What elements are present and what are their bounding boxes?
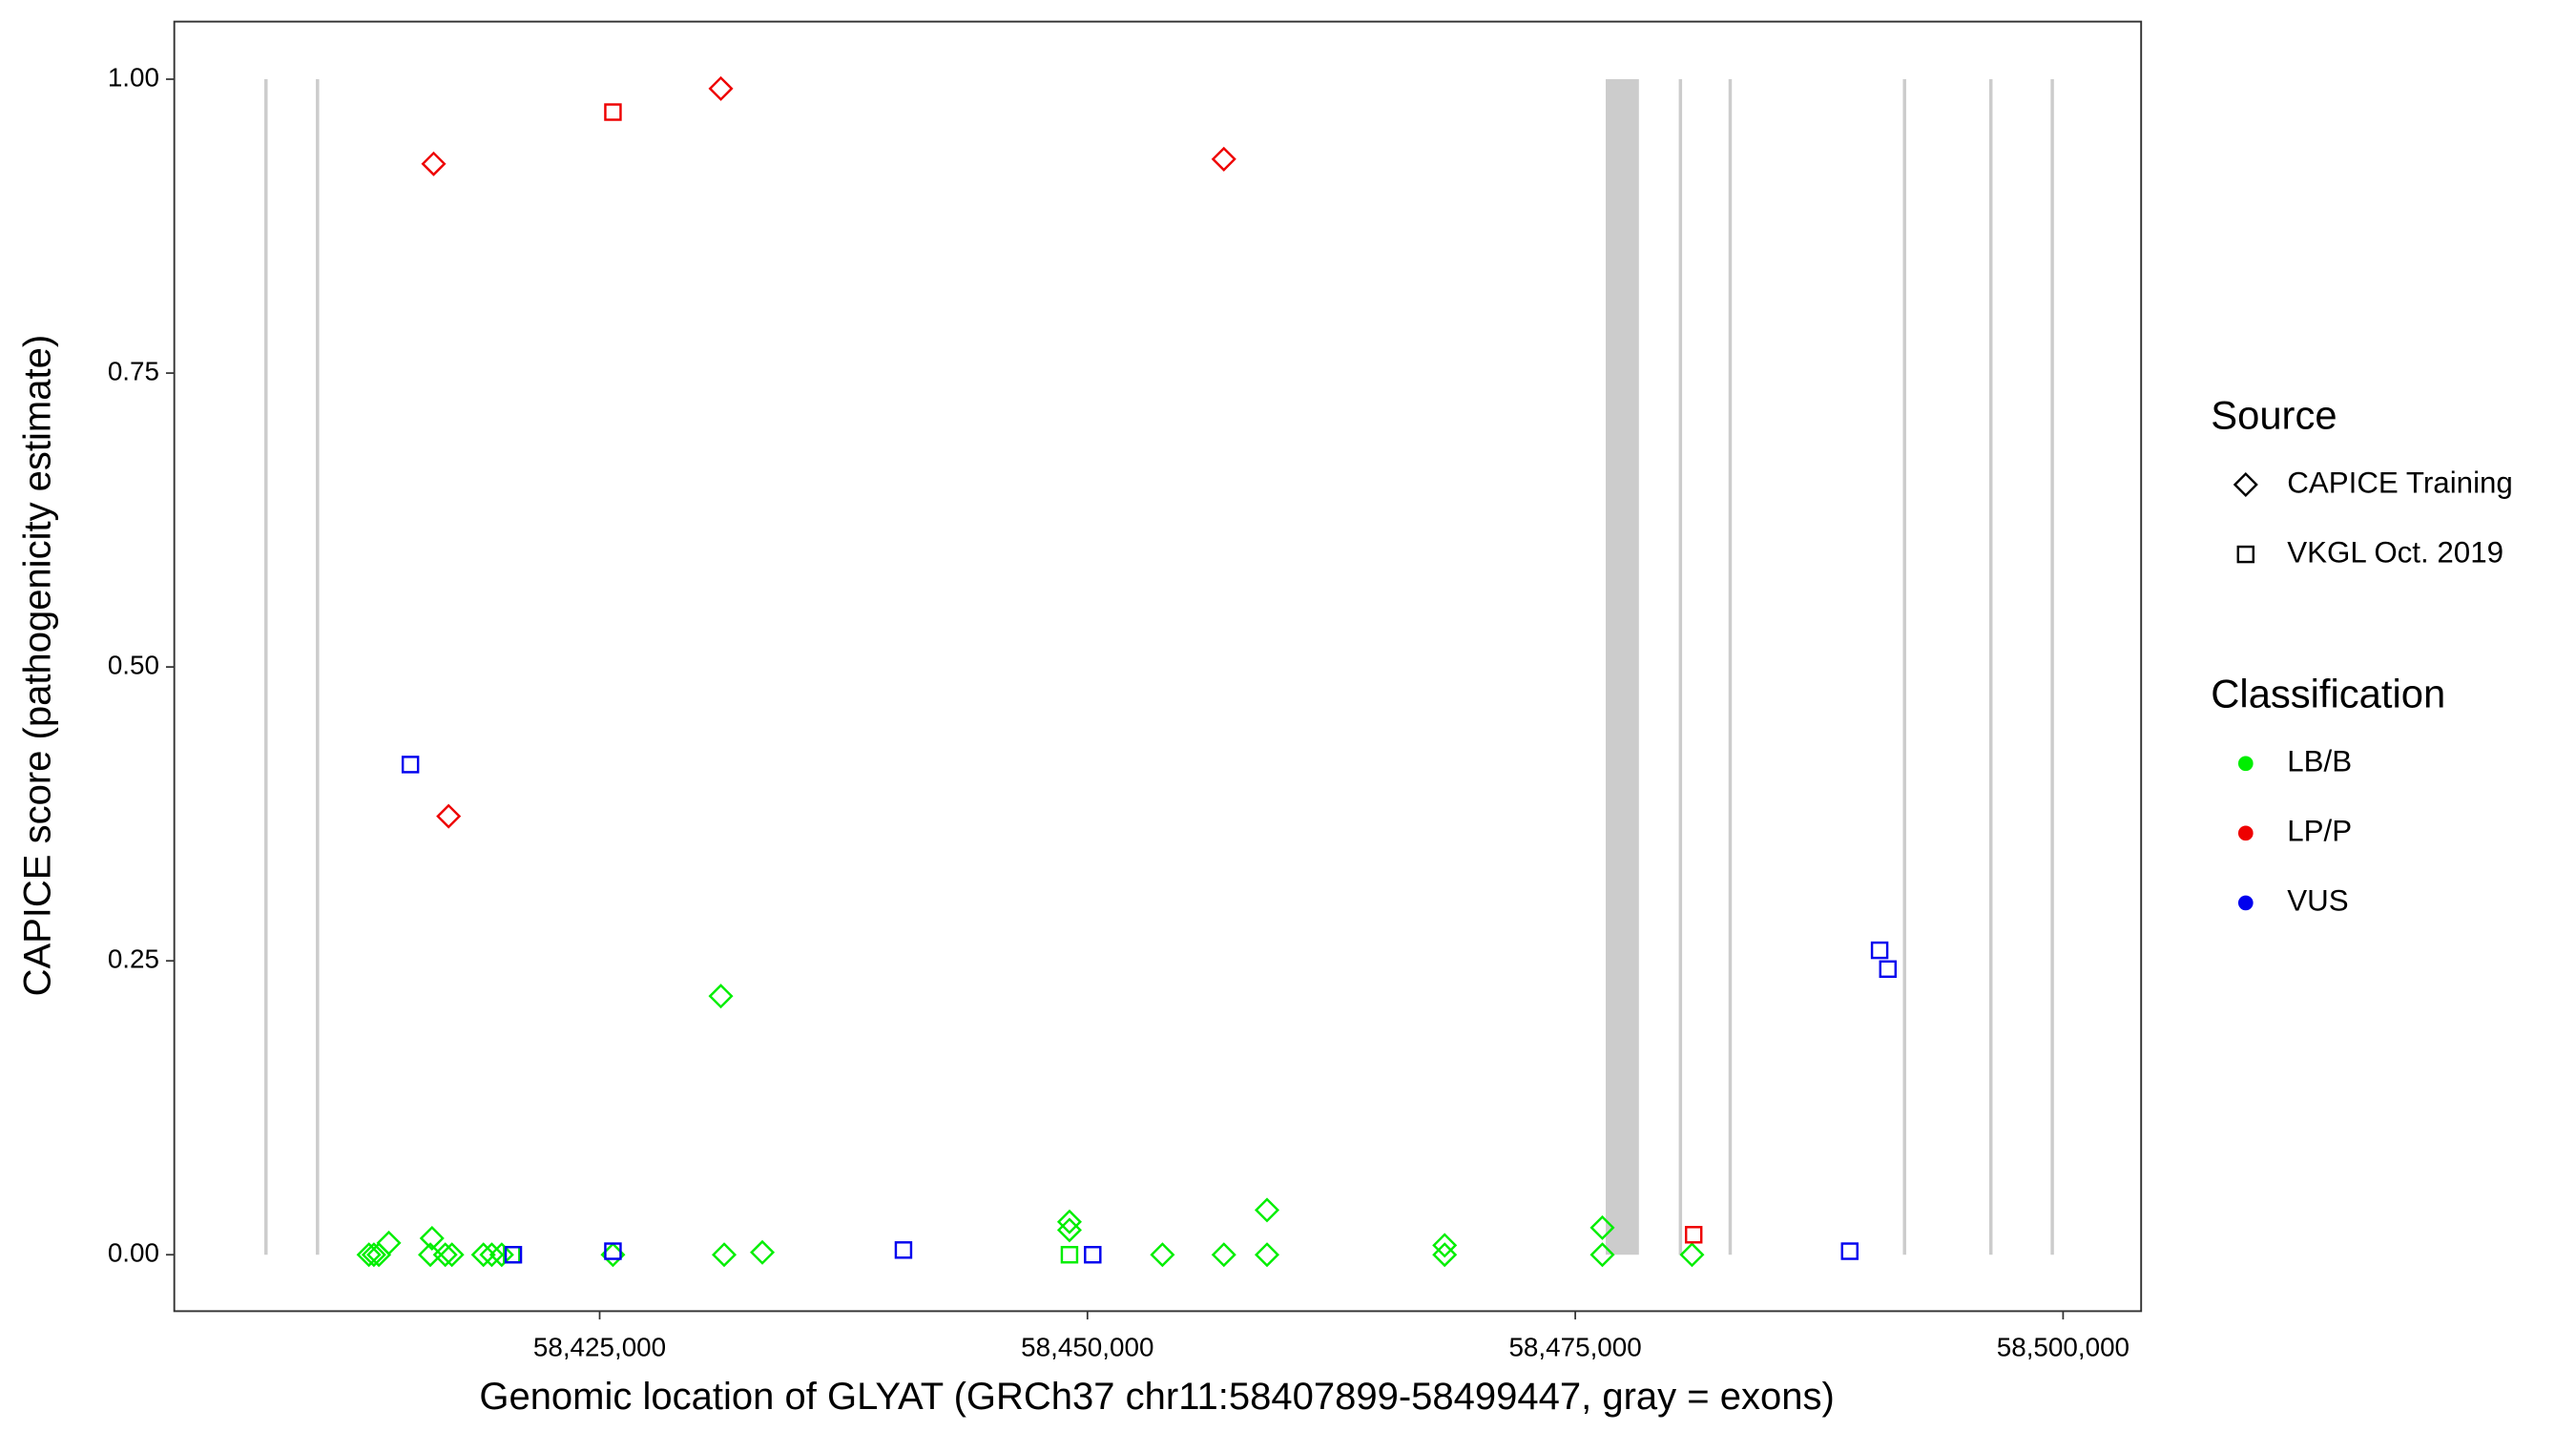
plot-border <box>173 20 2143 1313</box>
point <box>1254 1197 1280 1223</box>
y-tick-label: 0.00 <box>108 1238 159 1268</box>
x-tick-label: 58,475,000 <box>1508 1333 1641 1362</box>
point <box>479 1242 505 1268</box>
x-tick-label: 58,500,000 <box>1997 1333 2129 1362</box>
point <box>1432 1233 1458 1258</box>
point <box>432 1242 458 1268</box>
y-tick-label: 0.75 <box>108 356 159 385</box>
exon <box>1606 79 1639 1255</box>
point <box>419 1225 445 1252</box>
point <box>1211 146 1236 172</box>
point <box>470 1242 496 1268</box>
legend-label: VKGL Oct. 2019 <box>2287 535 2503 569</box>
point <box>1679 1242 1705 1268</box>
point <box>439 1242 465 1268</box>
legend-key <box>2237 895 2254 911</box>
legend-title: Source <box>2211 392 2337 437</box>
point <box>750 1239 776 1265</box>
point <box>1589 1214 1615 1240</box>
point <box>604 103 622 121</box>
exon <box>2050 79 2054 1255</box>
legend-label: CAPICE Training <box>2287 466 2513 499</box>
exon <box>1988 79 1993 1255</box>
y-tick-label: 0.25 <box>108 944 159 974</box>
exon <box>1678 79 1683 1255</box>
legend-key <box>2237 756 2254 772</box>
y-axis-title: CAPICE score (pathogenicity estimate) <box>16 335 58 997</box>
point <box>361 1242 386 1268</box>
point <box>1870 941 1889 960</box>
point <box>356 1242 382 1268</box>
legend-title: Classification <box>2211 672 2445 716</box>
point <box>1432 1242 1458 1268</box>
point <box>1150 1242 1175 1268</box>
exon <box>264 79 268 1255</box>
y-tick-label: 1.00 <box>108 62 159 92</box>
legend-key <box>2237 825 2254 841</box>
point <box>1589 1242 1615 1268</box>
point <box>1056 1209 1082 1234</box>
point <box>376 1230 402 1255</box>
point <box>1056 1217 1082 1243</box>
point <box>488 1242 514 1268</box>
legend-label: LP/P <box>2287 815 2352 848</box>
point <box>604 1242 622 1260</box>
point <box>894 1241 913 1259</box>
point <box>711 1242 737 1268</box>
point <box>1211 1242 1236 1268</box>
point <box>708 984 734 1009</box>
point <box>1840 1242 1859 1260</box>
point <box>1084 1246 1102 1264</box>
legend-label: VUS <box>2287 884 2348 918</box>
point <box>1254 1242 1280 1268</box>
point <box>436 803 462 829</box>
y-tick-label: 0.50 <box>108 650 159 679</box>
exon <box>316 79 320 1255</box>
x-tick-label: 58,425,000 <box>533 1333 666 1362</box>
legend-key <box>2236 545 2255 564</box>
legend-key <box>2233 471 2258 498</box>
x-tick-label: 58,450,000 <box>1021 1333 1153 1362</box>
point <box>1060 1246 1079 1264</box>
point <box>1684 1226 1703 1244</box>
point <box>504 1246 523 1264</box>
point <box>421 151 447 176</box>
exon <box>1902 79 1906 1255</box>
legend-label: LB/B <box>2287 745 2352 778</box>
point <box>401 756 420 774</box>
exon <box>1728 79 1733 1255</box>
point <box>708 75 734 101</box>
x-axis-title: Genomic location of GLYAT (GRCh37 chr11:… <box>479 1376 1834 1418</box>
point <box>1879 960 1897 979</box>
